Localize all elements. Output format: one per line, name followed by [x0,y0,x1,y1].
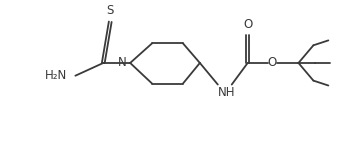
Text: O: O [267,56,276,69]
Text: H₂N: H₂N [45,69,67,82]
Text: O: O [243,18,252,31]
Text: NH: NH [218,86,235,99]
Text: N: N [117,56,126,69]
Text: S: S [106,4,114,17]
